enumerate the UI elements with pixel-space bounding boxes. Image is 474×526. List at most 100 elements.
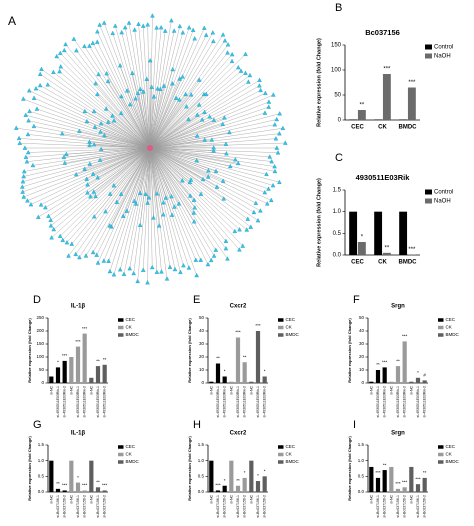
bar	[357, 110, 366, 120]
network-edge	[93, 147, 151, 193]
network-node	[51, 69, 56, 74]
bar	[382, 252, 391, 255]
network-edge	[63, 147, 151, 158]
legend-swatch	[118, 333, 124, 337]
legend-swatch	[438, 445, 444, 449]
bar	[222, 376, 227, 383]
network-node	[208, 257, 214, 263]
network-edge	[76, 50, 151, 149]
legend-swatch	[425, 189, 432, 195]
y-tick-label: 1.5	[358, 442, 365, 447]
network-edge	[149, 147, 195, 222]
y-tick-label: 0	[201, 380, 204, 385]
network-edge	[84, 111, 151, 149]
network-node	[137, 222, 143, 227]
network-node	[127, 101, 133, 107]
x-tick-label: CEC	[351, 260, 364, 266]
network-node	[71, 36, 77, 41]
significance-label: **	[385, 245, 390, 251]
network-edge	[19, 138, 151, 149]
bar	[249, 460, 254, 492]
significance-label: ***	[375, 470, 381, 475]
x-tick-label: si-Bc037156-2	[63, 495, 67, 518]
network-edge	[149, 27, 162, 149]
network-node	[58, 64, 63, 69]
network-edge	[149, 106, 269, 149]
x-tick-label: si-NC	[49, 386, 53, 395]
panel-letter: D	[33, 294, 41, 306]
network-node	[206, 168, 211, 173]
network-node	[136, 21, 141, 26]
network-edge	[149, 147, 227, 242]
bar	[75, 346, 81, 383]
network-node	[149, 264, 155, 270]
network-node	[243, 51, 248, 56]
network-edge	[149, 147, 167, 198]
network-node	[209, 137, 215, 142]
significance-label: ***	[408, 80, 416, 86]
bar	[399, 211, 408, 255]
bar	[349, 211, 358, 255]
x-tick-label: si-NC	[49, 495, 53, 504]
network-node	[147, 58, 153, 63]
network-edge	[30, 147, 151, 205]
significance-label: ***	[215, 483, 221, 488]
bar	[415, 484, 421, 492]
network-node	[97, 22, 102, 27]
network-node	[91, 108, 97, 114]
significance-label: **	[96, 479, 100, 484]
network-edge	[138, 24, 151, 149]
network-edge	[64, 147, 151, 164]
significance-label: **	[103, 357, 107, 362]
network-node	[90, 249, 96, 255]
chart-title: Srgn	[391, 431, 405, 437]
network-edge	[149, 139, 212, 149]
network-edge	[149, 61, 233, 149]
x-tick-label: si-Bc037156-1	[56, 495, 60, 518]
y-axis-label: Relative expression (fold Change)	[316, 38, 322, 127]
network-node	[74, 48, 79, 53]
network-node	[64, 240, 70, 245]
network-node	[26, 88, 32, 93]
network-node	[264, 171, 269, 177]
network-node	[262, 110, 268, 115]
network-node	[155, 86, 160, 91]
y-axis-label: Relative expression (fold Change)	[187, 318, 192, 383]
chart-title: IL-1β	[71, 304, 86, 310]
bar	[369, 381, 374, 383]
legend-label: BMDC	[446, 332, 460, 337]
y-tick-label: 0.5	[358, 474, 365, 479]
network-edge	[64, 50, 151, 149]
network-edge	[84, 147, 151, 170]
network-node	[178, 269, 183, 274]
legend-swatch	[438, 333, 444, 337]
network-node	[60, 237, 66, 242]
network-edge	[149, 147, 224, 199]
network-node	[118, 110, 124, 116]
x-tick-label: si-4930511E03Rik-2	[403, 386, 407, 418]
network-node	[90, 171, 96, 176]
network-node	[272, 122, 278, 127]
network-node	[51, 226, 56, 232]
network-node	[194, 158, 199, 163]
network-edge	[149, 147, 275, 172]
legend-label: CK	[126, 452, 132, 457]
network-node	[169, 212, 175, 217]
network-node	[111, 272, 117, 277]
network-node	[164, 276, 170, 281]
legend-label: CK	[286, 325, 292, 330]
x-tick-label: si-Bc037156-1	[376, 495, 380, 518]
network-edge	[143, 91, 151, 149]
x-tick-label: si-Bc037156-1	[236, 495, 240, 518]
network-node	[118, 191, 124, 196]
network-node	[83, 253, 89, 258]
legend-label: BMDC	[446, 459, 460, 464]
network-edge	[149, 147, 261, 211]
network-node	[77, 128, 82, 133]
network-node	[220, 121, 225, 126]
network-edge	[149, 147, 194, 214]
network-edge	[149, 112, 205, 149]
network-node	[105, 119, 111, 124]
network-node	[213, 168, 219, 173]
network-node	[167, 264, 173, 269]
